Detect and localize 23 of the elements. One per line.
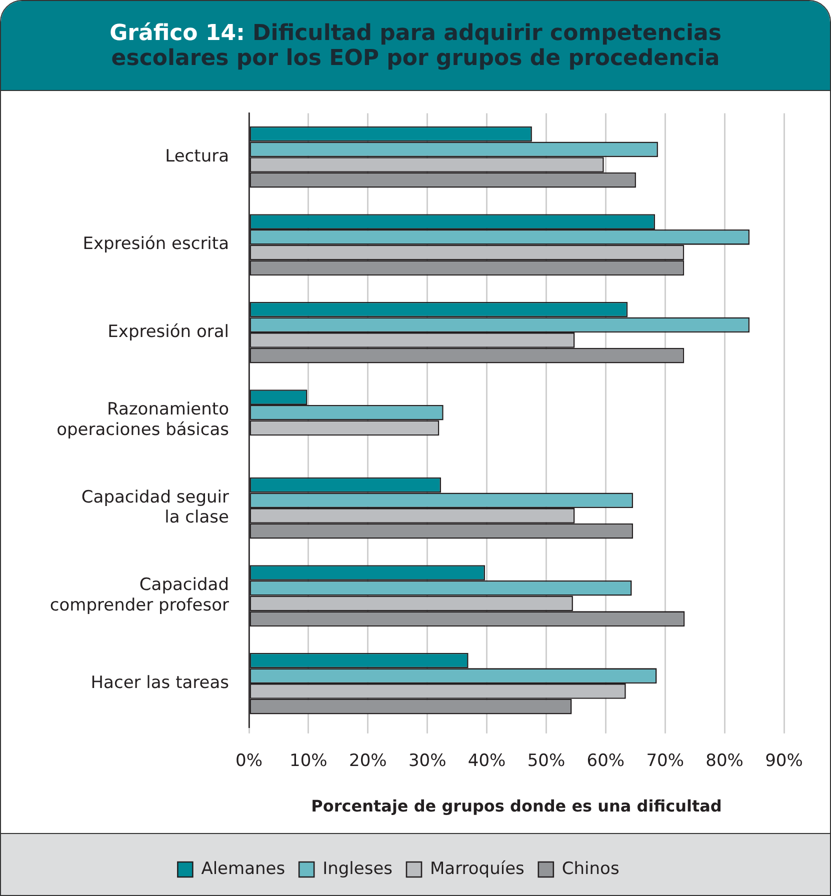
legend-label: Marroquíes	[430, 858, 525, 879]
chart-title: Gráfico 14: Dificultad para adquirir competencias escolares por los EOP por grupos de procedencia	[108, 20, 722, 70]
y-tick-label: Hacer las tareas	[90, 672, 230, 693]
legend-label: Alemanes	[201, 858, 286, 879]
x-tick-label: 50%	[527, 751, 566, 772]
x-tick-label: 90%	[765, 751, 803, 772]
x-tick-label: 60%	[586, 751, 625, 772]
y-tick-label: Expresión oral	[108, 322, 229, 342]
x-axis-title: Porcentaje de grupos donde es una dificultad	[311, 796, 722, 816]
x-tick-label: 10%	[290, 751, 328, 772]
y-tick-label: Lectura	[165, 146, 229, 166]
x-tick-label: 0%	[236, 751, 262, 772]
y-tick-label: Razonamiento operaciones básicas	[56, 400, 230, 440]
x-tick-label: 70%	[646, 751, 684, 772]
legend-label: Chinos	[562, 858, 620, 879]
y-tick-label: Capacidad seguir la clase	[81, 487, 229, 528]
legend-label: Ingleses	[322, 858, 393, 879]
y-tick-label: Expresión escrita	[82, 234, 229, 254]
x-tick-label: 30%	[408, 751, 446, 772]
x-tick-label: 40%	[468, 751, 506, 772]
x-tick-label: 80%	[706, 751, 744, 772]
x-tick-label: 20%	[348, 751, 387, 772]
y-tick-label: Capacidad comprender profesor	[50, 575, 230, 616]
